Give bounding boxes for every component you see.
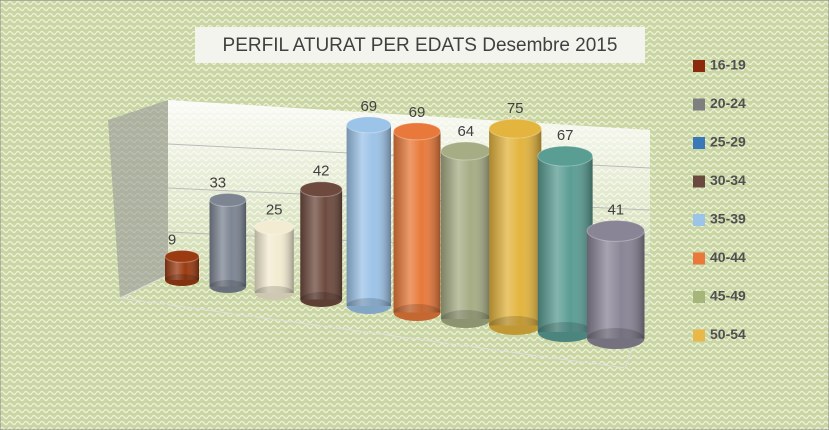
data-label: 64	[457, 123, 474, 140]
legend-label: 40-44	[710, 249, 746, 265]
cylinder	[440, 141, 492, 328]
legend-label: 16-19	[710, 57, 746, 73]
cylinder-shade-base	[441, 310, 491, 328]
cylinder	[488, 118, 542, 335]
legend-swatch	[693, 291, 705, 303]
legend-label: 35-39	[710, 211, 746, 227]
cylinder-top	[346, 116, 392, 134]
title-box	[195, 27, 645, 63]
legend-label: 20-24	[710, 95, 746, 111]
floor	[118, 274, 651, 369]
cylinder-shade-base	[209, 280, 247, 293]
cylinder-top	[164, 249, 200, 263]
cylinder-top	[299, 181, 343, 198]
data-label: 9	[168, 231, 176, 248]
cylinder	[254, 219, 295, 300]
cylinder-shade-base	[254, 286, 294, 300]
legend-swatch	[693, 137, 705, 149]
cylinder-shade	[489, 128, 542, 326]
legend-label: 25-29	[710, 134, 746, 150]
data-label: 41	[607, 201, 624, 218]
data-label: 25	[266, 201, 283, 218]
cylinder-shade-base	[537, 322, 593, 342]
cylinder	[586, 219, 645, 349]
cylinder-shade-base	[346, 298, 391, 314]
cylinder-top	[488, 118, 542, 139]
cylinder-shade	[165, 256, 199, 280]
cylinder-shade-base	[587, 328, 645, 349]
cylinder	[164, 249, 200, 286]
cylinder-shade	[537, 156, 593, 332]
legend-swatch	[693, 252, 705, 265]
cylinder-top	[586, 219, 645, 242]
legend-swatch	[693, 175, 705, 188]
side-wall	[108, 100, 168, 298]
legend-label: 30-34	[710, 172, 746, 188]
legend-label: 50-54	[710, 326, 746, 342]
cylinder	[299, 181, 343, 307]
cylinder-shade-base	[489, 316, 542, 335]
data-label: 33	[209, 174, 226, 191]
cylinder-shade	[300, 189, 343, 300]
chart-title: PERFIL ATURAT PER EDATS Desembre 2015	[223, 35, 618, 56]
data-label: 42	[313, 163, 330, 180]
cylinder-shade	[346, 124, 391, 306]
cylinder	[537, 145, 594, 342]
cylinder-shade-base	[300, 292, 343, 307]
legend-label: 45-49	[710, 288, 746, 304]
cylinder-shade	[587, 230, 645, 339]
legend-swatch	[693, 98, 705, 111]
cylinder-shade	[209, 199, 247, 287]
data-label: 67	[557, 127, 574, 144]
data-label: 69	[360, 98, 377, 115]
data-label: 75	[507, 100, 524, 117]
data-label: 69	[409, 104, 426, 121]
cylinder-top	[393, 122, 441, 141]
cylinder	[346, 116, 392, 314]
cylinder-shade	[393, 131, 441, 313]
cylinder	[393, 122, 441, 321]
cylinder-top	[209, 192, 247, 207]
cylinder-top	[537, 145, 594, 167]
cylinder-shade-base	[165, 274, 199, 286]
cylinder-shade	[254, 227, 294, 293]
cylinder-shade	[441, 151, 491, 319]
cylinder-top	[440, 141, 492, 161]
cylinder-top	[254, 219, 295, 235]
legend-swatch	[693, 60, 705, 72]
legend-swatch	[693, 329, 705, 342]
legend-swatch	[693, 214, 705, 226]
cylinder	[209, 192, 247, 293]
cylinder-shade-base	[393, 304, 441, 321]
